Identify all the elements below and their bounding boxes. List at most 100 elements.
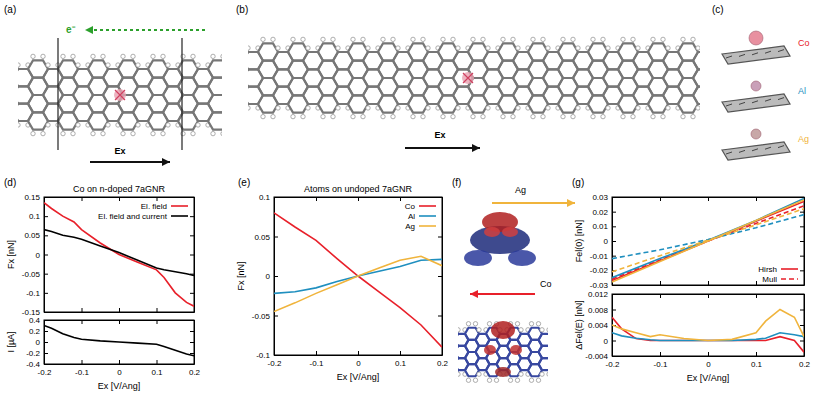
tick bbox=[438, 276, 442, 277]
tick bbox=[800, 356, 804, 357]
axis-line bbox=[804, 198, 805, 286]
hydrogen bbox=[331, 37, 335, 41]
lead-boundary bbox=[57, 38, 58, 150]
hydrogen bbox=[636, 106, 640, 110]
legend-swatch bbox=[171, 215, 188, 217]
hydrogen bbox=[541, 37, 545, 41]
hexagon bbox=[539, 346, 549, 358]
hydrogen bbox=[451, 114, 455, 118]
bond bbox=[765, 147, 771, 149]
x-axis-title: Ex [V/Ang] bbox=[98, 381, 141, 391]
hydrogen bbox=[91, 54, 95, 58]
tick-mark bbox=[612, 197, 616, 198]
tick-mark bbox=[438, 316, 442, 317]
hydrogen bbox=[486, 106, 490, 110]
tick-mark bbox=[800, 212, 804, 213]
tick-mark bbox=[660, 294, 661, 298]
tick-label: -0.004 bbox=[585, 352, 608, 361]
hydrogen bbox=[391, 37, 395, 41]
series-line bbox=[44, 326, 194, 356]
ribbon-side bbox=[722, 46, 790, 64]
hydrogen bbox=[541, 114, 545, 118]
hydrogen bbox=[681, 37, 685, 41]
hydrogen bbox=[31, 131, 35, 135]
hydrogen bbox=[661, 114, 665, 118]
x-axis-top bbox=[613, 294, 805, 298]
hydrogen bbox=[161, 131, 165, 135]
hydrogen bbox=[571, 114, 575, 118]
x-axis-top bbox=[45, 197, 195, 201]
hydrogen bbox=[651, 37, 655, 41]
hydrogen bbox=[381, 37, 385, 41]
atom-label: Al bbox=[798, 86, 806, 96]
tick: -0.05 bbox=[22, 270, 48, 279]
tick-mark bbox=[44, 342, 48, 343]
hydrogen bbox=[261, 114, 265, 118]
tick-mark bbox=[44, 216, 48, 217]
tick-mark bbox=[800, 285, 804, 286]
tick-mark bbox=[274, 316, 278, 317]
hydrogen bbox=[361, 37, 365, 41]
legend: El. fieldEl. field and current bbox=[98, 202, 188, 221]
tick bbox=[800, 325, 804, 326]
tick-mark bbox=[82, 308, 83, 312]
tick-mark bbox=[660, 352, 661, 356]
bond bbox=[778, 50, 784, 52]
chart: -0.03-0.02-0.0100.010.020.03Fel(0) [nN]H… bbox=[574, 193, 805, 290]
tick-label: 0 bbox=[604, 337, 609, 346]
series-line bbox=[612, 201, 804, 280]
field-label: Ex bbox=[434, 130, 445, 140]
tick-label: -0.1 bbox=[26, 289, 40, 298]
tick-mark bbox=[358, 351, 359, 355]
plot-frame bbox=[44, 197, 194, 312]
tick bbox=[190, 255, 194, 256]
tick bbox=[800, 341, 804, 342]
hydrogen bbox=[426, 46, 430, 50]
hexagon bbox=[693, 87, 700, 104]
legend: HirshMull bbox=[758, 265, 798, 284]
hydrogen bbox=[481, 114, 485, 118]
atom bbox=[751, 129, 761, 139]
legend-entry: El. field bbox=[141, 202, 188, 211]
hydrogen bbox=[540, 328, 544, 332]
tick: 0 bbox=[266, 272, 278, 281]
tick bbox=[119, 320, 120, 324]
hydrogen bbox=[336, 106, 340, 110]
tick-mark bbox=[190, 197, 194, 198]
arrow-head bbox=[470, 290, 478, 298]
tick-label: 0.15 bbox=[24, 193, 40, 202]
hydrogen bbox=[351, 114, 355, 118]
hydrogen bbox=[161, 54, 165, 58]
legend-label: El. field bbox=[141, 202, 167, 211]
hydrogen bbox=[276, 46, 280, 50]
series-line bbox=[612, 310, 804, 341]
ribbon-b bbox=[248, 37, 700, 119]
hydrogen bbox=[477, 372, 481, 376]
tick-mark bbox=[119, 320, 120, 324]
y-axis: -0.15-0.1-0.0500.050.10.15 bbox=[22, 193, 48, 317]
tick-label: 0.02 bbox=[592, 208, 608, 217]
tick bbox=[708, 197, 709, 201]
tick bbox=[190, 331, 194, 332]
axis-line bbox=[804, 295, 805, 357]
tick: 0 bbox=[36, 251, 48, 260]
y-axis: -0.4-0.200.20.4 bbox=[26, 316, 48, 369]
bond bbox=[752, 149, 758, 151]
tick-label: 0.4 bbox=[29, 316, 41, 325]
tick-label: 0.2 bbox=[437, 359, 449, 368]
panel-label: (b) bbox=[236, 4, 248, 15]
tick: -0.004 bbox=[585, 352, 616, 361]
y-axis-title: I [µA] bbox=[6, 331, 16, 352]
tick bbox=[400, 197, 401, 201]
hydrogen bbox=[576, 106, 580, 110]
hydrogen bbox=[321, 114, 325, 118]
x-axis-top bbox=[45, 320, 195, 324]
tick bbox=[157, 197, 158, 201]
y-axis: -0.00400.0040.0080.012 bbox=[585, 290, 616, 361]
atom bbox=[751, 81, 761, 91]
arrow-head bbox=[162, 158, 170, 166]
tick-label: 0 bbox=[117, 368, 122, 377]
field-arrow bbox=[90, 158, 170, 166]
hydrogen bbox=[221, 54, 222, 58]
hydrogen bbox=[131, 54, 135, 58]
